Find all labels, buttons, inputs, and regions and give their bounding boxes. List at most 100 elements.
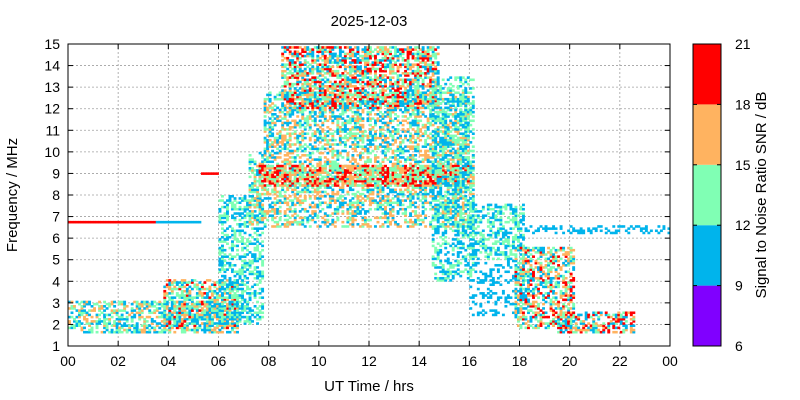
- data-cell: [293, 156, 297, 159]
- data-cell: [118, 302, 122, 306]
- data-cell: [271, 225, 275, 228]
- data-cell: [218, 320, 222, 323]
- data-cell: [293, 108, 297, 112]
- data-cell: [266, 184, 270, 187]
- data-cell: [361, 197, 365, 200]
- data-cell: [361, 182, 365, 185]
- data-cell: [276, 171, 280, 174]
- data-cell: [226, 302, 229, 306]
- data-cell: [228, 309, 232, 312]
- data-cell: [376, 195, 380, 198]
- data-cell: [424, 166, 428, 170]
- data-cell: [238, 231, 242, 235]
- data-cell: [233, 287, 237, 291]
- data-cell: [193, 317, 197, 321]
- data-cell: [353, 145, 357, 148]
- data-cell: [439, 188, 443, 192]
- data-cell: [434, 179, 438, 183]
- data-cell: [248, 266, 252, 269]
- data-cell: [256, 266, 260, 269]
- data-cell: [123, 322, 127, 325]
- data-cell: [449, 192, 453, 196]
- data-cell: [346, 207, 350, 211]
- data-cell: [281, 46, 285, 49]
- data-cell: [461, 136, 465, 140]
- data-cell: [286, 188, 290, 192]
- data-cell: [404, 166, 408, 170]
- data-cell: [326, 218, 330, 222]
- data-cell: [404, 212, 408, 215]
- data-cell: [429, 175, 433, 179]
- data-cell: [226, 307, 229, 310]
- data-cell: [351, 134, 355, 138]
- data-cell: [414, 138, 418, 142]
- data-cell: [451, 95, 455, 99]
- data-cell: [256, 171, 260, 174]
- data-cell: [241, 289, 244, 293]
- data-cell: [363, 169, 367, 172]
- data-cell: [313, 121, 317, 125]
- data-cell: [251, 220, 255, 224]
- data-cell: [251, 182, 255, 185]
- data-cell: [163, 309, 167, 312]
- data-cell: [208, 305, 212, 308]
- data-cell: [256, 216, 260, 220]
- data-cell: [384, 154, 387, 157]
- data-cell: [361, 179, 365, 183]
- data-cell: [296, 108, 300, 112]
- data-cell: [165, 324, 169, 327]
- data-cell: [185, 322, 189, 325]
- data-cell: [135, 328, 139, 332]
- data-cell: [326, 203, 330, 207]
- data-cell: [409, 190, 413, 194]
- data-cell: [266, 175, 270, 179]
- data-cell: [371, 93, 375, 97]
- data-cell: [348, 130, 352, 133]
- data-cell: [213, 311, 217, 315]
- data-cell: [353, 164, 357, 168]
- data-cell: [343, 136, 347, 140]
- data-cell: [414, 141, 418, 144]
- data-cell: [416, 128, 420, 131]
- data-cell: [303, 179, 307, 183]
- data-cell: [416, 186, 420, 189]
- data-cell: [456, 151, 460, 155]
- data-cell: [386, 212, 390, 215]
- data-cell: [401, 175, 405, 179]
- data-cell: [411, 184, 415, 187]
- data-cell: [226, 210, 229, 213]
- data-cell: [381, 169, 385, 172]
- data-cell: [401, 171, 405, 174]
- data-cell: [228, 261, 232, 265]
- data-cell: [439, 154, 443, 157]
- data-cell: [298, 216, 302, 220]
- data-cell: [336, 166, 340, 170]
- data-cell: [439, 162, 443, 166]
- data-cell: [243, 242, 247, 246]
- data-cell: [424, 93, 428, 97]
- data-cell: [168, 309, 172, 312]
- data-cell: [293, 203, 297, 207]
- data-cell: [193, 307, 197, 310]
- data-cell: [228, 294, 232, 297]
- data-cell: [308, 184, 312, 187]
- data-cell: [273, 151, 277, 155]
- data-cell: [303, 188, 307, 192]
- data-cell: [195, 294, 199, 297]
- data-cell: [261, 186, 265, 189]
- data-cell: [210, 283, 214, 286]
- data-cell: [456, 113, 460, 116]
- data-cell: [298, 93, 302, 97]
- data-cell: [313, 132, 317, 135]
- data-cell: [318, 182, 322, 185]
- data-cell: [404, 145, 408, 148]
- data-cell: [283, 182, 287, 185]
- data-cell: [323, 134, 327, 138]
- data-cell: [348, 218, 352, 222]
- data-cell: [313, 134, 317, 138]
- data-cell: [188, 294, 192, 297]
- data-cell: [439, 212, 443, 215]
- data-cell: [404, 179, 408, 183]
- data-cell: [466, 113, 470, 116]
- data-cell: [401, 199, 405, 202]
